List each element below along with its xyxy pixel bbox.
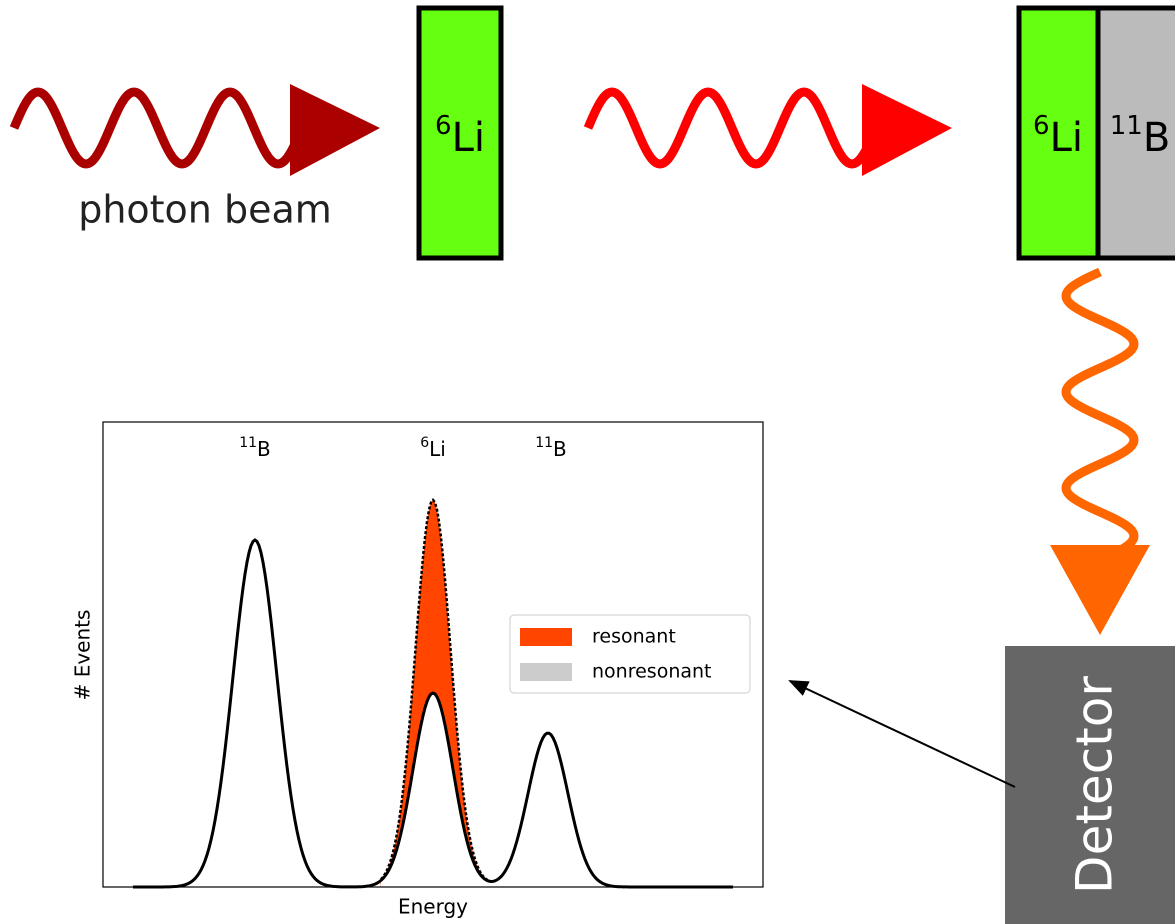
peak-label: 11B [535, 435, 567, 461]
plot-frame [102, 421, 764, 888]
beam-arrowhead [290, 84, 380, 176]
symbol: B [1143, 115, 1170, 161]
symbol: Li [1050, 115, 1083, 161]
symbol: B [553, 437, 567, 461]
mass: 6 [420, 435, 429, 451]
legend-label: resonant [592, 626, 676, 648]
legend-swatch [520, 663, 572, 681]
target-label: 6Li [435, 111, 485, 162]
symbol: Li [429, 437, 446, 461]
mass: 6 [435, 111, 452, 141]
emitted-wave [1061, 267, 1139, 559]
detector-label: Detector [1066, 676, 1124, 894]
symbol: B [257, 437, 271, 461]
mass: 11 [239, 435, 257, 451]
stack-li-label: 6Li [1033, 111, 1083, 162]
total-curve [380, 498, 490, 882]
mass: 11 [535, 435, 553, 451]
y-axis-label: # Events [71, 610, 95, 701]
mass: 6 [1033, 111, 1050, 141]
plot: 11B 6Li 11B Energy # Events resonant non… [71, 421, 764, 919]
pointer-arrow [788, 680, 1016, 788]
legend-label: nonresonant [592, 661, 712, 683]
x-axis-label: Energy [398, 895, 468, 919]
transmitted-wave [583, 87, 875, 169]
transmitted-arrowhead [862, 84, 952, 176]
stack-b-label: 11B [1110, 111, 1171, 162]
symbol: Li [452, 115, 485, 161]
peak-label: 11B [239, 435, 271, 461]
emitted-arrowhead [1050, 545, 1150, 635]
peak-label: 6Li [420, 435, 446, 461]
stack-b [1095, 5, 1175, 261]
detector-box [1005, 646, 1175, 924]
beam-label: photon beam [78, 188, 332, 232]
beam-wave [9, 87, 305, 169]
legend-swatch [520, 628, 572, 646]
mass: 11 [1110, 111, 1143, 141]
target-box [416, 5, 504, 261]
